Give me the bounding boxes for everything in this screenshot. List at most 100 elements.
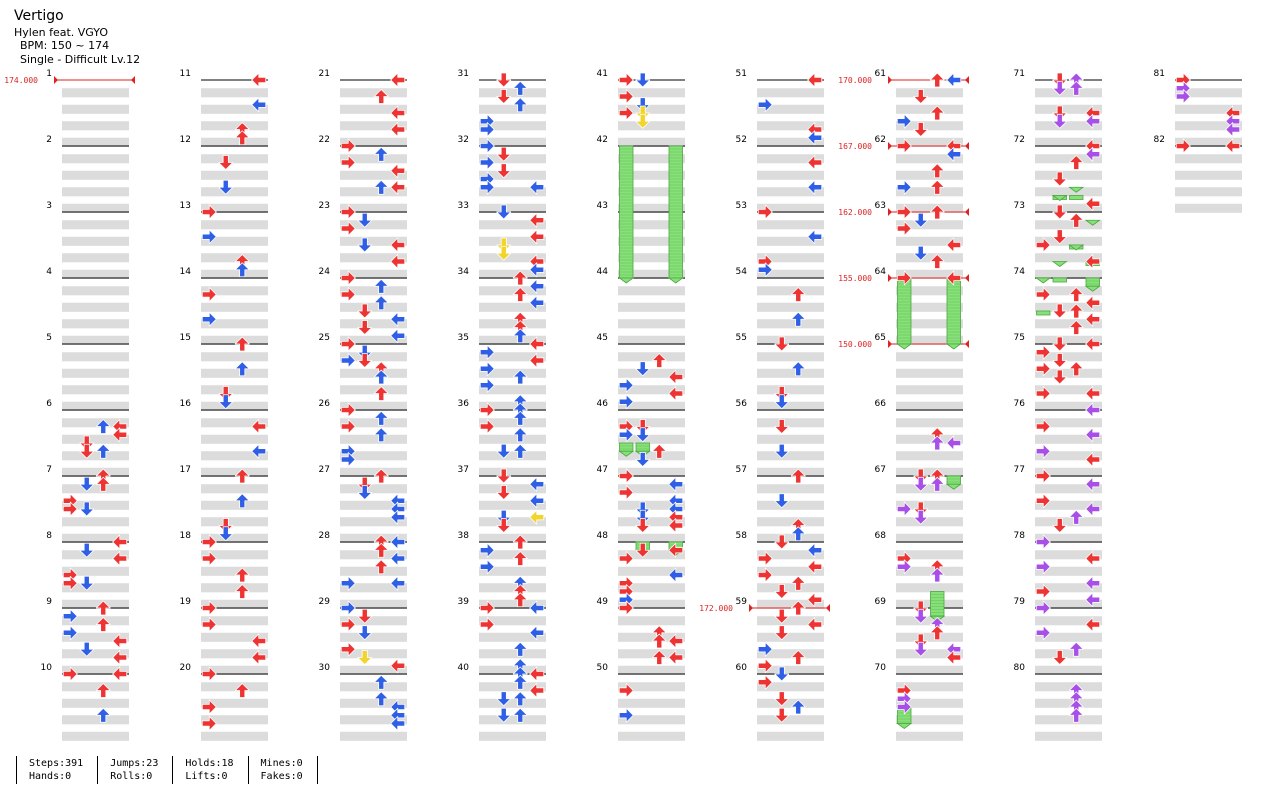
arrow-shape — [635, 427, 651, 443]
beat-band — [757, 253, 824, 263]
arrow-right-purple — [1085, 476, 1101, 492]
arrow-shape — [896, 270, 912, 286]
arrow-shape — [234, 262, 250, 278]
beat-band — [479, 649, 546, 659]
arrow-shape — [1085, 146, 1101, 162]
arrow-right-blue — [390, 311, 406, 327]
arrow-shape — [234, 361, 250, 377]
measure-number: 42 — [597, 135, 608, 145]
arrow-shape — [373, 369, 389, 385]
beat-band — [757, 731, 824, 741]
arrow-shape — [340, 419, 356, 434]
beat-band — [896, 434, 963, 444]
beat-band — [340, 434, 407, 444]
arrow-up-red — [512, 551, 528, 566]
arrow-shape — [479, 344, 495, 360]
arrow-shape — [340, 155, 356, 170]
arrow-shape — [373, 278, 389, 294]
step-chart: 1234567891011121314151617181920212223242… — [4, 69, 1242, 741]
beat-band — [1035, 88, 1102, 98]
measure-number: 50 — [597, 663, 609, 673]
beat-band — [479, 121, 546, 131]
arrow-shape — [234, 336, 250, 352]
beat-band — [62, 533, 129, 543]
arrow-up-red — [1068, 212, 1084, 228]
arrow-up-blue — [512, 97, 528, 113]
beat-band — [201, 550, 268, 560]
measure-number: 47 — [597, 465, 608, 475]
beat-band — [1035, 137, 1102, 147]
beat-band — [201, 665, 268, 675]
beat-band — [201, 467, 268, 477]
beat-band — [757, 583, 824, 593]
beat-band — [479, 632, 546, 642]
beat-band — [618, 616, 685, 626]
arrow-shape — [340, 575, 356, 591]
arrow-shape — [1085, 476, 1101, 492]
beat-band — [62, 385, 129, 395]
arrow-left-blue — [757, 641, 773, 657]
arrow-shape — [390, 179, 406, 195]
arrow-shape — [929, 163, 945, 179]
beat-band — [1035, 121, 1102, 131]
arrow-right-blue — [251, 97, 267, 113]
arrow-shape — [913, 509, 929, 525]
arrow-left-blue — [896, 179, 912, 195]
arrow-up-blue — [512, 641, 528, 657]
hold-tail — [1068, 186, 1085, 193]
beat-band — [340, 517, 407, 527]
arrow-down-red — [496, 485, 512, 500]
arrow-up-blue — [234, 361, 250, 377]
arrow-left-red — [618, 89, 634, 104]
beat-band — [896, 682, 963, 692]
arrow-right-red — [251, 419, 267, 434]
beat-band — [896, 616, 963, 626]
measure-37: 37 — [458, 465, 546, 543]
beat-band — [1035, 616, 1102, 626]
arrow-shape — [635, 97, 651, 113]
beat-band — [1035, 269, 1102, 279]
measure-5: 5 — [46, 333, 129, 411]
arrow-shape — [1035, 468, 1051, 484]
beat-band — [201, 500, 268, 510]
arrow-shape — [757, 658, 773, 674]
arrow-left-red — [340, 419, 356, 434]
arrow-shape — [1052, 72, 1068, 88]
hold-note — [1051, 195, 1068, 201]
beat-band — [896, 368, 963, 378]
stat-group-holds: Holds:18 Lifts:0 — [172, 756, 247, 784]
arrow-down-yellow — [496, 245, 512, 261]
beat-band — [340, 368, 407, 378]
beat-band — [1035, 698, 1102, 708]
arrow-down-red — [774, 625, 790, 641]
beat-band — [479, 682, 546, 692]
arrow-shape — [807, 592, 823, 608]
arrow-left-red — [618, 683, 634, 698]
beat-band — [618, 451, 685, 461]
arrow-down-red — [635, 419, 651, 434]
beat-band — [896, 533, 963, 543]
beat-band — [201, 220, 268, 230]
arrow-left-purple — [1035, 600, 1051, 616]
arrow-shape — [929, 435, 945, 451]
arrow-up-red — [373, 559, 389, 575]
beat-band — [896, 418, 963, 428]
arrow-right-blue — [529, 295, 545, 311]
measure-70: 70 — [875, 663, 963, 741]
beat-band — [340, 121, 407, 131]
arrow-right-red — [251, 633, 267, 649]
measure-number: 57 — [736, 465, 747, 475]
arrow-left-red — [62, 501, 78, 517]
measure-number: 29 — [319, 597, 331, 607]
arrow-left-red — [757, 551, 773, 566]
beat-band — [1175, 170, 1242, 180]
measure-number: 54 — [736, 267, 748, 277]
beat-band — [201, 187, 268, 197]
measure-56: 56 — [736, 399, 824, 477]
arrow-shape — [251, 443, 267, 459]
arrow-right-red — [1085, 386, 1101, 401]
measure-58: 58 — [736, 531, 824, 609]
arrow-shape — [1225, 138, 1241, 154]
arrow-left-red — [479, 600, 495, 616]
arrow-up-red — [234, 584, 250, 599]
